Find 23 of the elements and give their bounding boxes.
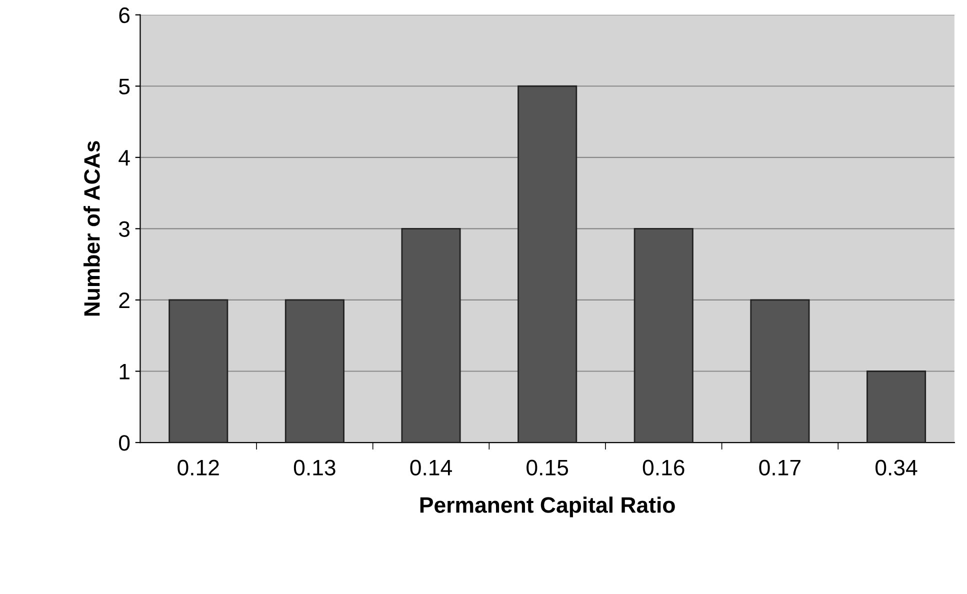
y-axis-title: Number of ACAs: [84, 141, 100, 316]
bar: [284, 299, 344, 443]
x-tick-label: 0.16: [642, 460, 684, 476]
x-tick-label: 0.14: [410, 460, 452, 476]
bar: [634, 228, 694, 443]
bar: [750, 299, 810, 443]
y-tick-label: 0: [119, 435, 130, 451]
y-tick-label: 4: [118, 150, 130, 166]
x-axis-title: Permanent Capital Ratio: [420, 496, 675, 518]
x-tick-label: 0.12: [178, 460, 219, 476]
y-tick-label: 1: [120, 364, 130, 380]
bar: [168, 299, 228, 443]
x-tick-label: 0.17: [759, 460, 800, 476]
y-tick-label: 6: [119, 7, 130, 24]
bar: [518, 85, 578, 443]
y-tick-label: 5: [119, 78, 130, 94]
x-tick-label: 0.34: [876, 460, 918, 476]
bar: [401, 228, 461, 443]
y-tick-label: 2: [119, 292, 130, 308]
x-tick-label: 0.15: [526, 460, 568, 476]
x-tick-label: 0.13: [294, 460, 336, 476]
y-tick-label: 3: [118, 221, 130, 237]
bar: [866, 370, 926, 443]
